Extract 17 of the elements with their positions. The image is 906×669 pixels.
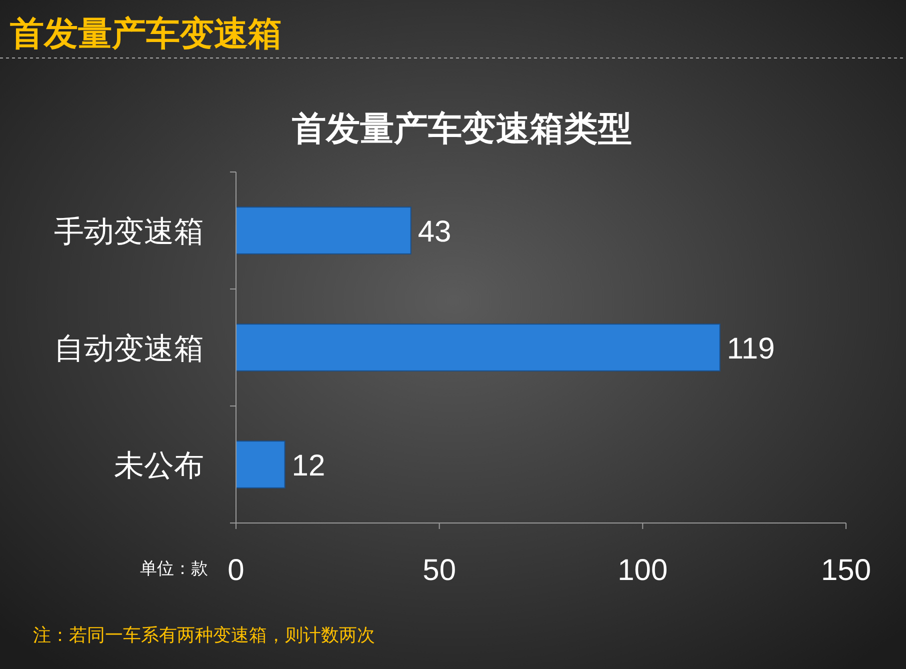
bar (236, 440, 286, 488)
x-tick-label: 50 (422, 554, 456, 587)
text: 注：若同一车系有两种变速箱，则计数两次 (33, 625, 375, 645)
data-label: 43 (418, 216, 452, 248)
x-tick-label: 0 (228, 554, 244, 587)
text: 单位：款 (140, 559, 208, 578)
x-tick-label: 150 (820, 554, 872, 587)
data-label: 12 (292, 450, 326, 482)
y-tick-label: 未公布 (114, 450, 204, 482)
bar (236, 206, 412, 254)
bar (236, 324, 720, 372)
x-tick-label: 100 (618, 554, 668, 587)
y-tick-label: 自动变速箱 (54, 332, 204, 366)
text: 首发量产车变速箱 (10, 15, 282, 53)
chart-title: 首发量产车变速箱类型 (292, 110, 632, 148)
data-label: 119 (726, 332, 775, 366)
y-tick-label: 手动变速箱 (54, 216, 204, 248)
